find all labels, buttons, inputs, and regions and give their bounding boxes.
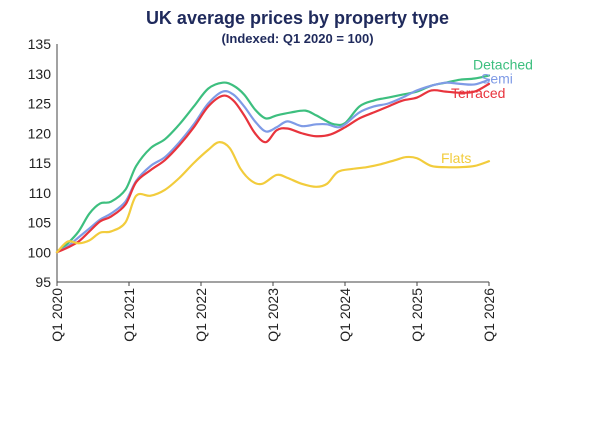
series-line-terraced bbox=[55, 82, 491, 254]
series-line-semi bbox=[55, 78, 491, 254]
series-label-detached: Detached bbox=[473, 57, 533, 73]
chart-subtitle: (Indexed: Q1 2020 = 100) bbox=[221, 31, 374, 46]
chart-title: UK average prices by property type bbox=[145, 8, 450, 28]
y-tick-label: 105 bbox=[28, 215, 52, 231]
x-tick-label: Q1 2026 bbox=[481, 288, 497, 342]
y-tick-label: 130 bbox=[28, 66, 52, 82]
y-tick-label: 110 bbox=[29, 185, 52, 201]
series-label-terraced: Terraced bbox=[451, 85, 505, 101]
x-tick-label: Q1 2022 bbox=[193, 288, 209, 342]
y-tick-label: 120 bbox=[28, 125, 52, 141]
series-label-semi: Semi bbox=[481, 71, 513, 87]
x-tick-label: Q1 2020 bbox=[49, 288, 65, 342]
series-line-detached bbox=[55, 74, 491, 254]
series-line-flats bbox=[55, 141, 491, 254]
x-tick-label: Q1 2024 bbox=[337, 288, 353, 342]
x-tick-label: Q1 2021 bbox=[121, 288, 137, 342]
y-tick-label: 100 bbox=[28, 244, 52, 260]
x-tick-label: Q1 2023 bbox=[265, 288, 281, 342]
y-tick-label: 95 bbox=[35, 274, 51, 290]
y-tick-label: 135 bbox=[28, 36, 52, 52]
x-tick-label: Q1 2025 bbox=[409, 288, 425, 342]
y-tick-label: 115 bbox=[29, 155, 52, 171]
series-label-flats: Flats bbox=[441, 150, 471, 166]
y-tick-label: 125 bbox=[28, 96, 52, 112]
